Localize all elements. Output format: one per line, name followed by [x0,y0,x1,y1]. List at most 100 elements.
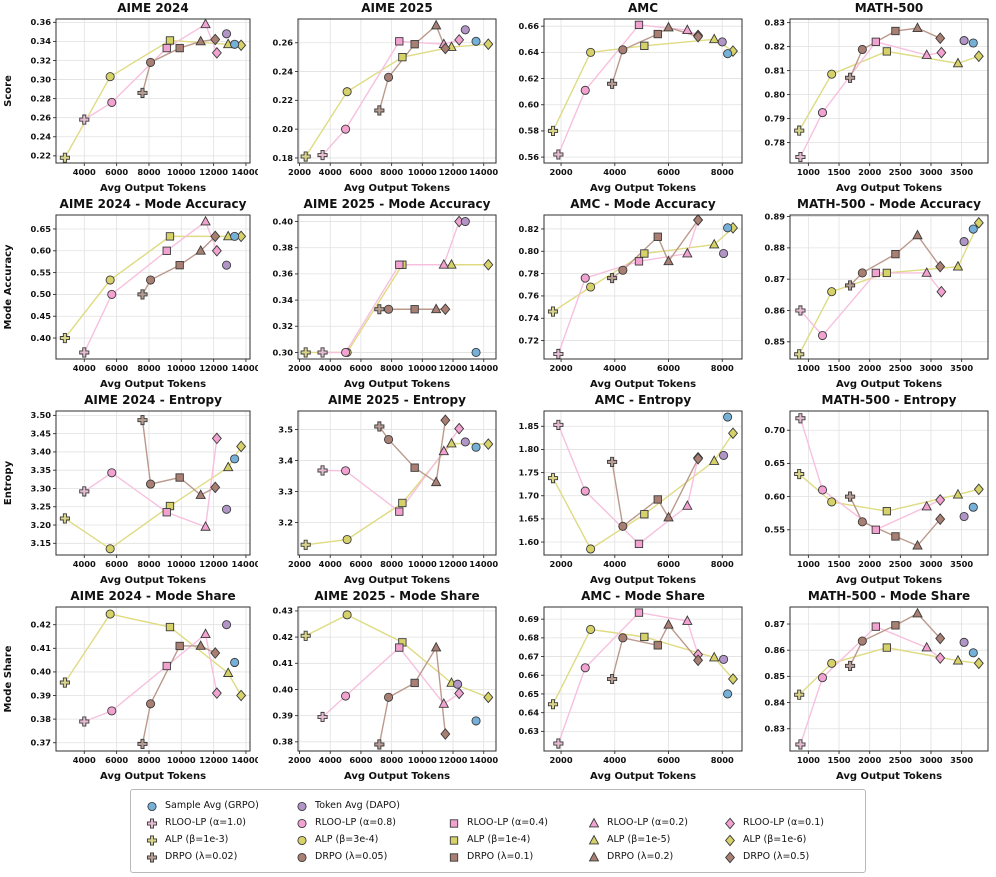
drpo-circle-marker-icon [384,304,394,314]
legend-item-token-avg-dapo: Token Avg (DAPO) [295,799,447,813]
subplot-amc-mode-accuracy: 2000 4000 6000 8000 0.72 0.74 0.76 0.78 0.80 0.82… [504,196,750,392]
drpo-plus-marker-icon [845,660,856,671]
legend-item-alp-1e-5: ALP (β=1e-5) [587,833,723,847]
grpo-circle-marker-icon [723,689,733,699]
y-tick-label: 0.38 [273,243,294,253]
legend-item-label: ALP (β=1e-3) [165,834,229,845]
drpo-circle-marker-icon [618,633,628,643]
rloo-triangle-marker-icon [200,628,211,638]
alp-square-marker-icon [165,36,175,45]
rloo-square-marker-icon [395,643,404,652]
legend-item-label: DRPO (λ=0.2) [607,851,674,862]
drpo-circle-marker-icon [618,521,628,531]
x-axis-label: Avg Output Tokens [590,183,696,194]
y-tick-label: 0.34 [31,36,52,46]
drpo-circle-marker-icon [618,45,628,55]
y-axis-label: Entropy [3,460,14,505]
drpo-triangle-marker-icon [663,618,674,629]
x-tick-label: 1500 [827,559,850,569]
drpo-diamond-marker-icon [210,647,221,659]
grpo-circle-marker-icon [230,231,240,241]
rloo-square-marker-icon [162,246,171,255]
alp-plus-marker-icon [300,630,311,641]
alp-triangle-marker-icon [952,260,964,271]
alp-diamond-marker-icon [728,45,738,57]
y-tick-label: 0.42 [273,632,294,642]
x-tick-label: 8000 [137,167,160,177]
y-tick-label: 0.85 [765,337,786,347]
y-tick-label: 3.5 [278,424,293,434]
x-tick-label: 4000 [73,755,96,765]
y-tick-label: 0.72 [519,335,540,345]
drpo-diamond-marker-icon [440,42,451,55]
drpo-triangle-marker-icon [663,21,674,32]
x-axis-label: Avg Output Tokens [100,379,206,390]
alp-diamond-marker-icon [973,483,984,496]
drpo-square-marker-icon [653,232,662,241]
y-axis-label: Score [3,75,14,107]
x-tick-label: 14000 [469,167,498,177]
drpo-diamond-marker-icon [210,230,221,243]
legend-marker-drpo-icon [146,851,158,863]
drpo-diamond-marker-icon [440,728,451,740]
x-tick-label: 4000 [73,167,96,177]
legend-item-label: ALP (β=1e-5) [607,834,671,845]
subplot-math-500-mode-accuracy: 1000 1500 2000 2500 3000 3500 0.85 0.86 0.87 0.88… [750,196,996,392]
rloo-plus-marker-icon [795,305,806,316]
rloo-triangle-marker-icon [682,500,693,510]
x-tick-label: 6000 [349,363,372,373]
drpo-square-marker-icon [175,43,184,53]
alp-square-marker-icon [882,47,892,56]
x-tick-label: 14000 [469,559,498,569]
drpo-plus-marker-icon [374,421,385,432]
drpo-plus-marker-icon [374,304,385,315]
y-tick-label: 0.79 [765,113,786,123]
x-tick-label: 2000 [858,559,881,569]
drpo-triangle-marker-icon [912,607,923,618]
rloo-plus-marker-icon [146,817,158,829]
alp-circle-marker-icon [586,47,596,57]
legend-marker-alp-icon [146,834,158,846]
x-axis-label: Avg Output Tokens [344,575,450,586]
x-tick-label: 4000 [73,559,96,569]
y-tick-label: 0.60 [519,100,540,110]
y-tick-label: 3.4 [278,455,293,465]
drpo-circle-marker-icon [384,692,394,702]
grpo-circle-marker-icon [471,347,481,358]
rloo-plus-marker-icon [79,486,90,497]
rloo-diamond-marker-icon [211,244,222,257]
drpo-triangle-marker-icon [430,641,442,652]
y-tick-label: 0.40 [273,684,294,694]
subplot-title: AIME 2025 - Entropy [328,393,466,407]
drpo-triangle-marker-icon [430,476,442,487]
drpo-square-marker-icon [410,40,419,49]
rloo-circle-marker-icon [817,108,828,118]
subplot-title: AIME 2024 [117,1,188,15]
subplot-amc-mode-share: 2000 4000 6000 8000 0.63 0.64 0.65 0.66 0.67 0.68… [504,588,750,784]
x-tick-label: 3000 [919,363,942,373]
drpo-plus-marker-icon [146,851,158,863]
drpo-triangle-marker-icon [195,244,206,255]
dapo-circle-marker-icon [453,679,463,689]
x-tick-label: 2000 [858,755,881,765]
x-tick-label: 4000 [603,167,626,177]
y-tick-label: 0.26 [273,38,294,48]
x-tick-label: 12000 [439,363,468,373]
alp-triangle-marker-icon [446,437,457,448]
y-tick-label: 0.43 [273,606,294,616]
alp-square-marker-icon [640,632,649,642]
y-tick-label: 0.40 [273,216,294,226]
y-tick-label: 3.15 [31,538,52,548]
x-tick-label: 2000 [288,167,311,177]
alp-plus-marker-icon [300,539,311,550]
dapo-circle-marker-icon [460,437,470,447]
alp-triangle-marker-icon [952,57,964,68]
alp-diamond-marker-icon [728,427,738,440]
x-tick-label: 3500 [950,755,973,765]
subplot-aime-2025-mode-share: 2000 4000 6000 8000 10000 12000 14000 0.38 0.39 0… [258,588,504,784]
subplot-amc-entropy: 2000 4000 6000 8000 1.60 1.65 1.70 1.75 1.80 1.85… [504,392,750,588]
alp-square-marker-icon [640,510,649,519]
rloo-circle-marker-icon [341,347,351,358]
drpo-diamond-marker-icon [693,452,704,465]
y-tick-label: 0.86 [765,305,786,315]
